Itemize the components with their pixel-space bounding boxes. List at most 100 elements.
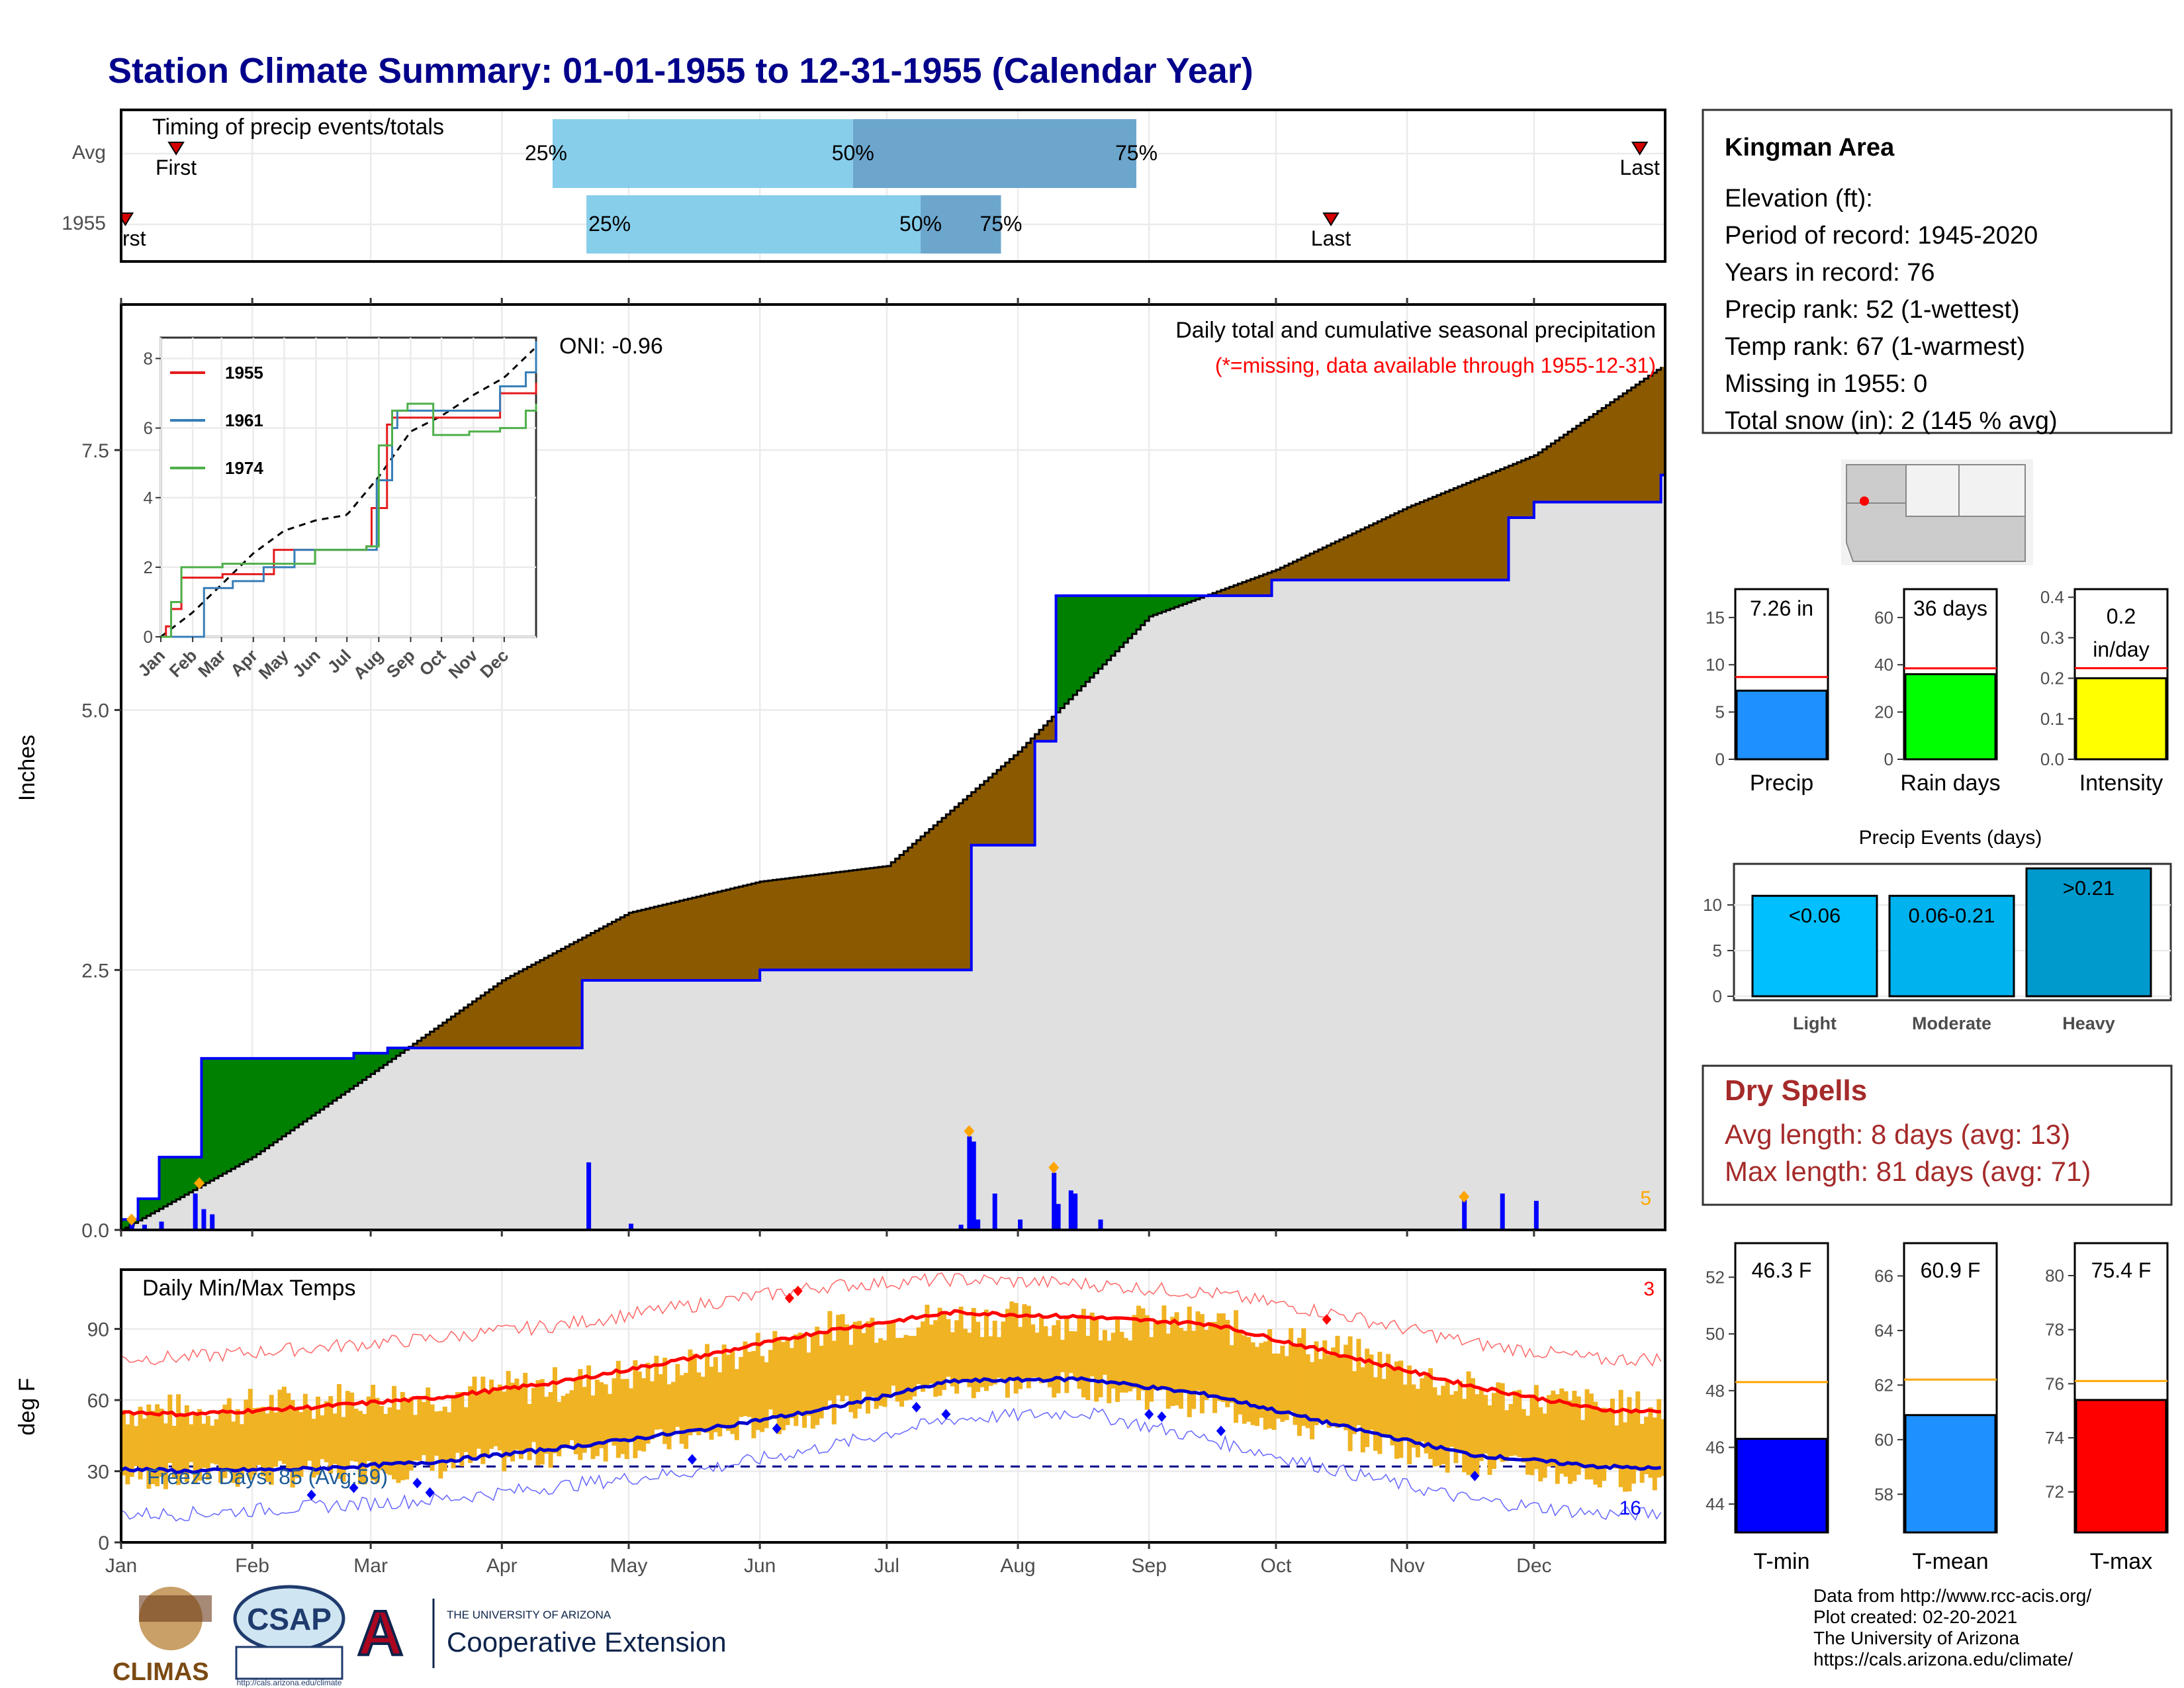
- precip-below-avg-fill: [819, 874, 824, 970]
- dry-spells-frame: [1702, 1064, 2173, 1206]
- precip-below-avg-fill: [476, 998, 481, 1049]
- temp-daily-bar: [379, 1405, 384, 1470]
- timing-frame: [120, 109, 1666, 263]
- temp-daily-bar: [1153, 1323, 1158, 1390]
- inset-line-1974: [161, 402, 537, 638]
- temp-daily-bar: [1500, 1383, 1505, 1462]
- footer-created: Plot created: 02-20-2021: [1813, 1607, 2017, 1627]
- events-bar-light: [1751, 894, 1878, 998]
- temp-daily-bar: [666, 1384, 672, 1450]
- precip-below-avg-fill: [852, 870, 858, 970]
- temp-ytick-label: 90: [87, 1319, 109, 1341]
- precip-below-avg-fill: [662, 904, 668, 981]
- temp-daily-bar: [506, 1371, 511, 1458]
- month-label: Jul: [874, 1555, 899, 1577]
- precip-below-avg-fill: [848, 870, 854, 970]
- precip-below-avg-fill: [523, 968, 528, 1049]
- temp-daily-bar: [1576, 1396, 1581, 1475]
- precip-below-avg-fill: [1436, 494, 1441, 581]
- temp-daily-bar: [1098, 1340, 1103, 1397]
- precip-below-avg-fill: [730, 888, 735, 981]
- temp-daily-bar: [1297, 1337, 1302, 1436]
- precip-below-avg-fill: [912, 843, 917, 970]
- precip-below-avg-fill: [705, 894, 710, 981]
- precip-below-avg-fill: [684, 900, 689, 981]
- temp-daily-bar: [1559, 1388, 1565, 1474]
- precip-below-avg-fill: [531, 964, 536, 1049]
- precip-below-avg-fill: [506, 978, 511, 1049]
- temp-bar-ytick-label: 52: [1706, 1267, 1725, 1287]
- temp-daily-bar: [1026, 1305, 1031, 1389]
- precip-above-avg-fill: [392, 1048, 397, 1059]
- precip-below-avg-fill: [594, 931, 600, 981]
- temp-extreme-marker: [687, 1454, 697, 1465]
- precip-below-avg-fill: [527, 966, 532, 1049]
- temp-daily-bar: [163, 1423, 168, 1489]
- precip-below-avg-fill: [615, 919, 621, 981]
- temp-daily-bar: [426, 1387, 431, 1464]
- events-bar-moderate: [1888, 894, 2015, 998]
- temp-daily-bar: [620, 1379, 625, 1454]
- precip-below-avg-fill: [1220, 590, 1226, 596]
- timing-bar-50-75: [852, 119, 1137, 188]
- precip-above-avg-fill: [307, 1058, 312, 1119]
- temp-daily-bar: [1466, 1371, 1471, 1476]
- temp-daily-bar: [375, 1397, 380, 1483]
- precip-above-avg-fill: [316, 1058, 321, 1113]
- precip-daily-bar: [142, 1225, 147, 1230]
- precip-below-avg-fill: [806, 876, 811, 970]
- precip-below-avg-fill: [1529, 457, 1535, 518]
- precip-above-avg-fill: [180, 1157, 185, 1197]
- precip-below-avg-fill: [1479, 477, 1484, 581]
- station-years: Years in record: 76: [1725, 259, 1935, 287]
- precip-below-avg-fill: [1432, 496, 1437, 581]
- precip-below-avg-fill: [1390, 515, 1395, 581]
- precip-above-avg-fill: [201, 1058, 206, 1186]
- precip-daily-bar: [629, 1223, 634, 1230]
- precip-above-avg-fill: [142, 1198, 147, 1219]
- temp-daily-bar: [700, 1376, 705, 1431]
- events-ytick-label: 10: [1703, 895, 1722, 915]
- temp-daily-bar: [357, 1411, 363, 1484]
- temp-daily-bar: [286, 1393, 291, 1470]
- temp-daily-bar: [1517, 1389, 1522, 1458]
- dry-spells: Dry Spells Avg length: 8 days (avg: 13) …: [1702, 1064, 2173, 1206]
- summary-bar-rain-days: [1904, 673, 1997, 761]
- temp-daily-bar: [1089, 1312, 1095, 1377]
- precip-below-avg-fill: [1496, 471, 1501, 581]
- temp-daily-bar: [523, 1372, 528, 1451]
- temp-daily-bar: [307, 1409, 312, 1461]
- timing-bar-25-50: [552, 119, 853, 188]
- dry-spells-avg: Avg length: 8 days (avg: 13): [1725, 1119, 2070, 1150]
- timing-p75-label: 75%: [1115, 141, 1158, 165]
- temp-daily-bar: [1597, 1409, 1602, 1488]
- month-label: Jan: [105, 1555, 137, 1577]
- month-label: May: [610, 1555, 648, 1577]
- summary-bar-precip: [1735, 689, 1828, 761]
- temp-daily-bar: [387, 1407, 392, 1476]
- temp-bar-name: T-max: [2090, 1549, 2152, 1574]
- timing-row-label-year: 1955: [62, 212, 106, 234]
- precip-average-line: [121, 367, 1662, 1231]
- temp-series: [120, 1272, 1666, 1522]
- precip-daily-bar: [1056, 1203, 1061, 1230]
- precip-above-avg-fill: [150, 1198, 156, 1214]
- precip-above-avg-fill: [345, 1058, 350, 1092]
- precip-below-avg-fill: [612, 921, 617, 981]
- precip-below-avg-fill: [1644, 379, 1649, 502]
- month-label: Aug: [1000, 1555, 1035, 1577]
- precip-below-avg-fill: [608, 923, 613, 981]
- temp-daily-bar: [459, 1392, 465, 1466]
- map-states: [1846, 464, 2026, 562]
- summary-bar-ytick-label: 5: [1715, 702, 1725, 722]
- precip-below-avg-fill: [1331, 543, 1336, 581]
- temp-daily-bar: [1165, 1333, 1171, 1409]
- station-missing: Missing in 1955: 0: [1725, 370, 1927, 398]
- precip-below-avg-fill: [1627, 390, 1632, 502]
- temp-daily-bar: [1208, 1321, 1213, 1398]
- precip-below-avg-fill: [1343, 537, 1349, 581]
- precip-below-avg-fill: [1661, 367, 1666, 475]
- precip-below-avg-fill: [1457, 486, 1463, 581]
- temp-daily-bar: [273, 1412, 279, 1467]
- temp-panel: 0 30 60 90 Jan Feb Mar Apr May Jun Jul Aug Sep Oct No…: [15, 1268, 1666, 1577]
